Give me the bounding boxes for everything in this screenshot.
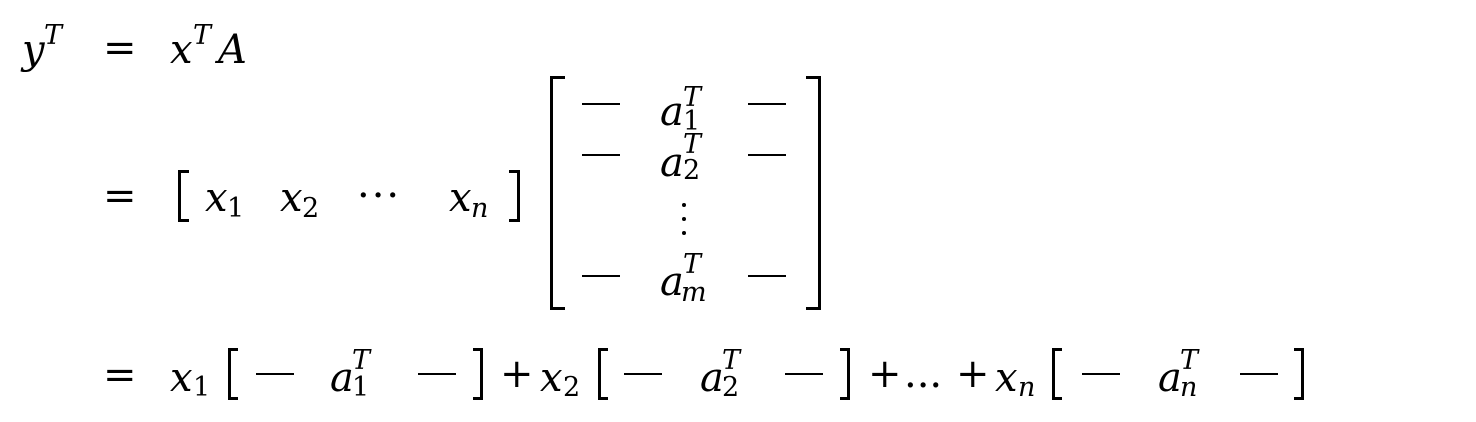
matrix-a2-subscript: 2 bbox=[683, 155, 701, 186]
termn-superscript: T bbox=[1180, 345, 1199, 376]
term1-right-bracket bbox=[473, 348, 483, 400]
plus-3: + bbox=[956, 351, 990, 397]
equals-3: = bbox=[103, 352, 137, 398]
matrix-A: A bbox=[218, 27, 247, 73]
matrix-right-bracket bbox=[806, 76, 821, 310]
term2-left-bracket bbox=[598, 348, 608, 400]
termn-coef-subscript: n bbox=[1018, 372, 1036, 403]
term2-coef: x bbox=[540, 355, 563, 401]
row-vector-right-bracket bbox=[509, 170, 520, 222]
termn-subscript: n bbox=[1180, 372, 1198, 403]
term1-a: a bbox=[330, 355, 354, 401]
matrix-a1: a bbox=[660, 89, 684, 135]
term1-subscript: 1 bbox=[352, 372, 370, 403]
row-x2-subscript: 2 bbox=[302, 193, 320, 224]
matrix-vdots-text: ⋮ bbox=[680, 194, 681, 195]
term1-coef-subscript: 1 bbox=[193, 372, 211, 403]
row-vector-left-bracket bbox=[178, 170, 189, 222]
matrix-a1-superscript: T bbox=[683, 82, 702, 113]
row-xn: x bbox=[449, 175, 472, 221]
plus-2: + bbox=[868, 351, 902, 397]
matrix-a2: a bbox=[660, 140, 684, 186]
term2-coef-subscript: 2 bbox=[563, 372, 581, 403]
matrix-am-superscript: T bbox=[683, 249, 702, 280]
row-cdots: ··· bbox=[357, 173, 402, 219]
plus-1: + bbox=[500, 351, 534, 397]
matrix-left-bracket bbox=[550, 76, 565, 310]
lhs-superscript: T bbox=[44, 20, 63, 51]
equals-2: = bbox=[103, 173, 137, 219]
row-x1: x bbox=[205, 175, 228, 221]
termn-right-bracket bbox=[1294, 348, 1304, 400]
term1-superscript: T bbox=[352, 345, 371, 376]
rhs-x-superscript: T bbox=[193, 20, 212, 51]
termn-coef: x bbox=[995, 355, 1018, 401]
term2-left-dash bbox=[624, 373, 662, 375]
equals-1: = bbox=[103, 25, 137, 71]
term2-right-dash bbox=[785, 373, 823, 375]
lhs-y: y bbox=[22, 27, 45, 73]
matrix-rowm-right-dash bbox=[748, 275, 786, 277]
row-x2: x bbox=[280, 175, 303, 221]
row-x1-subscript: 1 bbox=[227, 193, 245, 224]
termn-left-bracket bbox=[1052, 348, 1062, 400]
matrix-am: a bbox=[660, 259, 684, 305]
matrix-row1-right-dash bbox=[748, 103, 786, 105]
termn-a: a bbox=[1158, 355, 1182, 401]
matrix-row2-left-dash bbox=[582, 154, 620, 156]
term1-coef: x bbox=[170, 355, 193, 401]
row-xn-subscript: n bbox=[471, 193, 489, 224]
termn-left-dash bbox=[1082, 373, 1120, 375]
term2-a: a bbox=[700, 355, 724, 401]
rhs-x: x bbox=[170, 27, 193, 73]
term2-subscript: 2 bbox=[722, 372, 740, 403]
termn-right-dash bbox=[1240, 373, 1278, 375]
term1-right-dash bbox=[418, 373, 456, 375]
matrix-a2-superscript: T bbox=[683, 129, 702, 160]
matrix-row2-right-dash bbox=[748, 154, 786, 156]
ellipsis: ... bbox=[904, 351, 943, 397]
matrix-rowm-left-dash bbox=[582, 275, 620, 277]
term2-right-bracket bbox=[840, 348, 850, 400]
matrix-row1-left-dash bbox=[582, 103, 620, 105]
matrix-a1-subscript: 1 bbox=[683, 106, 701, 137]
term1-left-dash bbox=[256, 373, 294, 375]
term2-superscript: T bbox=[722, 345, 741, 376]
matrix-am-subscript: m bbox=[681, 277, 707, 308]
term1-left-bracket bbox=[228, 348, 238, 400]
